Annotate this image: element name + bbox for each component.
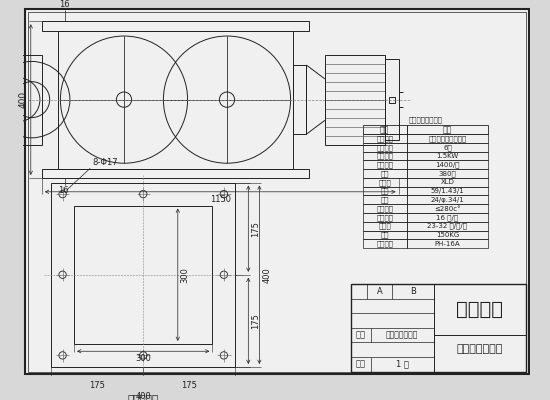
- Text: 电机功率: 电机功率: [376, 153, 393, 159]
- Text: 数量: 数量: [443, 125, 452, 134]
- Text: 名称: 名称: [356, 330, 366, 340]
- Bar: [407, 239, 488, 248]
- Bar: [14, 68, 21, 131]
- Bar: [389, 97, 394, 103]
- Text: A: A: [377, 287, 383, 296]
- Text: 300: 300: [135, 354, 151, 363]
- Text: 400: 400: [19, 91, 28, 108]
- Bar: [407, 204, 488, 213]
- Bar: [21, 55, 42, 144]
- Text: 叶轮容积: 叶轮容积: [376, 214, 393, 221]
- Bar: [325, 55, 386, 144]
- Text: 24/φ.34/1: 24/φ.34/1: [431, 197, 464, 203]
- Bar: [362, 187, 407, 196]
- Text: 400: 400: [135, 392, 151, 400]
- Bar: [58, 30, 293, 169]
- Text: 16 升/转: 16 升/转: [436, 214, 459, 221]
- Text: 转速: 转速: [381, 196, 389, 203]
- Text: 23-32 升/分/组: 23-32 升/分/组: [427, 223, 468, 230]
- Text: 175: 175: [182, 381, 197, 390]
- Text: 沧州普惠: 沧州普惠: [456, 300, 503, 319]
- Text: 6片: 6片: [443, 144, 452, 151]
- Bar: [51, 182, 235, 367]
- Bar: [362, 126, 407, 134]
- Text: 1150: 1150: [210, 196, 230, 204]
- Text: PH-16A: PH-16A: [434, 241, 460, 247]
- Bar: [362, 160, 407, 169]
- Text: 刚性叶轮给料机: 刚性叶轮给料机: [386, 330, 419, 340]
- Bar: [362, 196, 407, 204]
- Text: 减速机: 减速机: [378, 179, 391, 186]
- Bar: [407, 178, 488, 187]
- Bar: [386, 59, 399, 140]
- Bar: [407, 222, 488, 230]
- Text: 300: 300: [180, 267, 190, 283]
- Bar: [362, 143, 407, 152]
- Text: 1 台: 1 台: [396, 360, 409, 369]
- Bar: [407, 143, 488, 152]
- Text: 1400/分: 1400/分: [435, 162, 460, 168]
- Bar: [407, 160, 488, 169]
- Bar: [42, 21, 309, 30]
- Text: 175: 175: [251, 221, 260, 237]
- Text: 规格型号: 规格型号: [376, 240, 393, 247]
- Text: B: B: [410, 287, 416, 296]
- Text: 重量: 重量: [381, 232, 389, 238]
- Bar: [74, 206, 212, 344]
- Text: 175: 175: [251, 313, 260, 329]
- Text: 项目: 项目: [380, 125, 389, 134]
- Text: 速比: 速比: [381, 188, 389, 194]
- Bar: [42, 169, 309, 178]
- Bar: [362, 178, 407, 187]
- Bar: [362, 222, 407, 230]
- Text: 铸铁、碳钢、不锈钢: 铸铁、碳钢、不锈钢: [428, 135, 466, 142]
- Bar: [407, 196, 488, 204]
- Bar: [362, 239, 407, 248]
- Bar: [362, 230, 407, 239]
- Text: 备注: 备注: [356, 360, 366, 369]
- Bar: [407, 169, 488, 178]
- Text: 进出物料口: 进出物料口: [128, 393, 159, 400]
- Bar: [350, 284, 526, 372]
- Text: 380伏: 380伏: [438, 170, 456, 177]
- Text: 16: 16: [59, 0, 70, 9]
- Text: ≤280c°: ≤280c°: [434, 206, 461, 212]
- Text: 1.5KW: 1.5KW: [436, 153, 459, 159]
- Text: 壳体材质: 壳体材质: [376, 135, 393, 142]
- Bar: [407, 134, 488, 143]
- Bar: [362, 152, 407, 160]
- Bar: [407, 152, 488, 160]
- Bar: [407, 230, 488, 239]
- Bar: [407, 126, 488, 134]
- Text: 电压: 电压: [381, 170, 389, 177]
- Text: 16: 16: [58, 186, 68, 195]
- Text: 150KG: 150KG: [436, 232, 459, 238]
- Text: 175: 175: [89, 381, 105, 390]
- Text: 刚性叶轮给料机: 刚性叶轮给料机: [456, 344, 503, 354]
- Bar: [362, 169, 407, 178]
- Text: 59/1.43/1: 59/1.43/1: [431, 188, 464, 194]
- Text: 电机转速: 电机转速: [376, 162, 393, 168]
- Text: 工作温度: 工作温度: [376, 205, 393, 212]
- Text: XLD: XLD: [441, 179, 454, 185]
- Bar: [362, 213, 407, 222]
- Text: 400: 400: [262, 267, 271, 283]
- Bar: [362, 134, 407, 143]
- Text: 卸料量: 卸料量: [378, 223, 391, 230]
- Bar: [293, 65, 306, 134]
- Bar: [407, 187, 488, 196]
- Text: 适用上限粒度参数: 适用上限粒度参数: [408, 117, 442, 123]
- Text: 叶轮数量: 叶轮数量: [376, 144, 393, 151]
- Bar: [407, 213, 488, 222]
- Text: 8-Φ17: 8-Φ17: [92, 158, 118, 167]
- Bar: [362, 204, 407, 213]
